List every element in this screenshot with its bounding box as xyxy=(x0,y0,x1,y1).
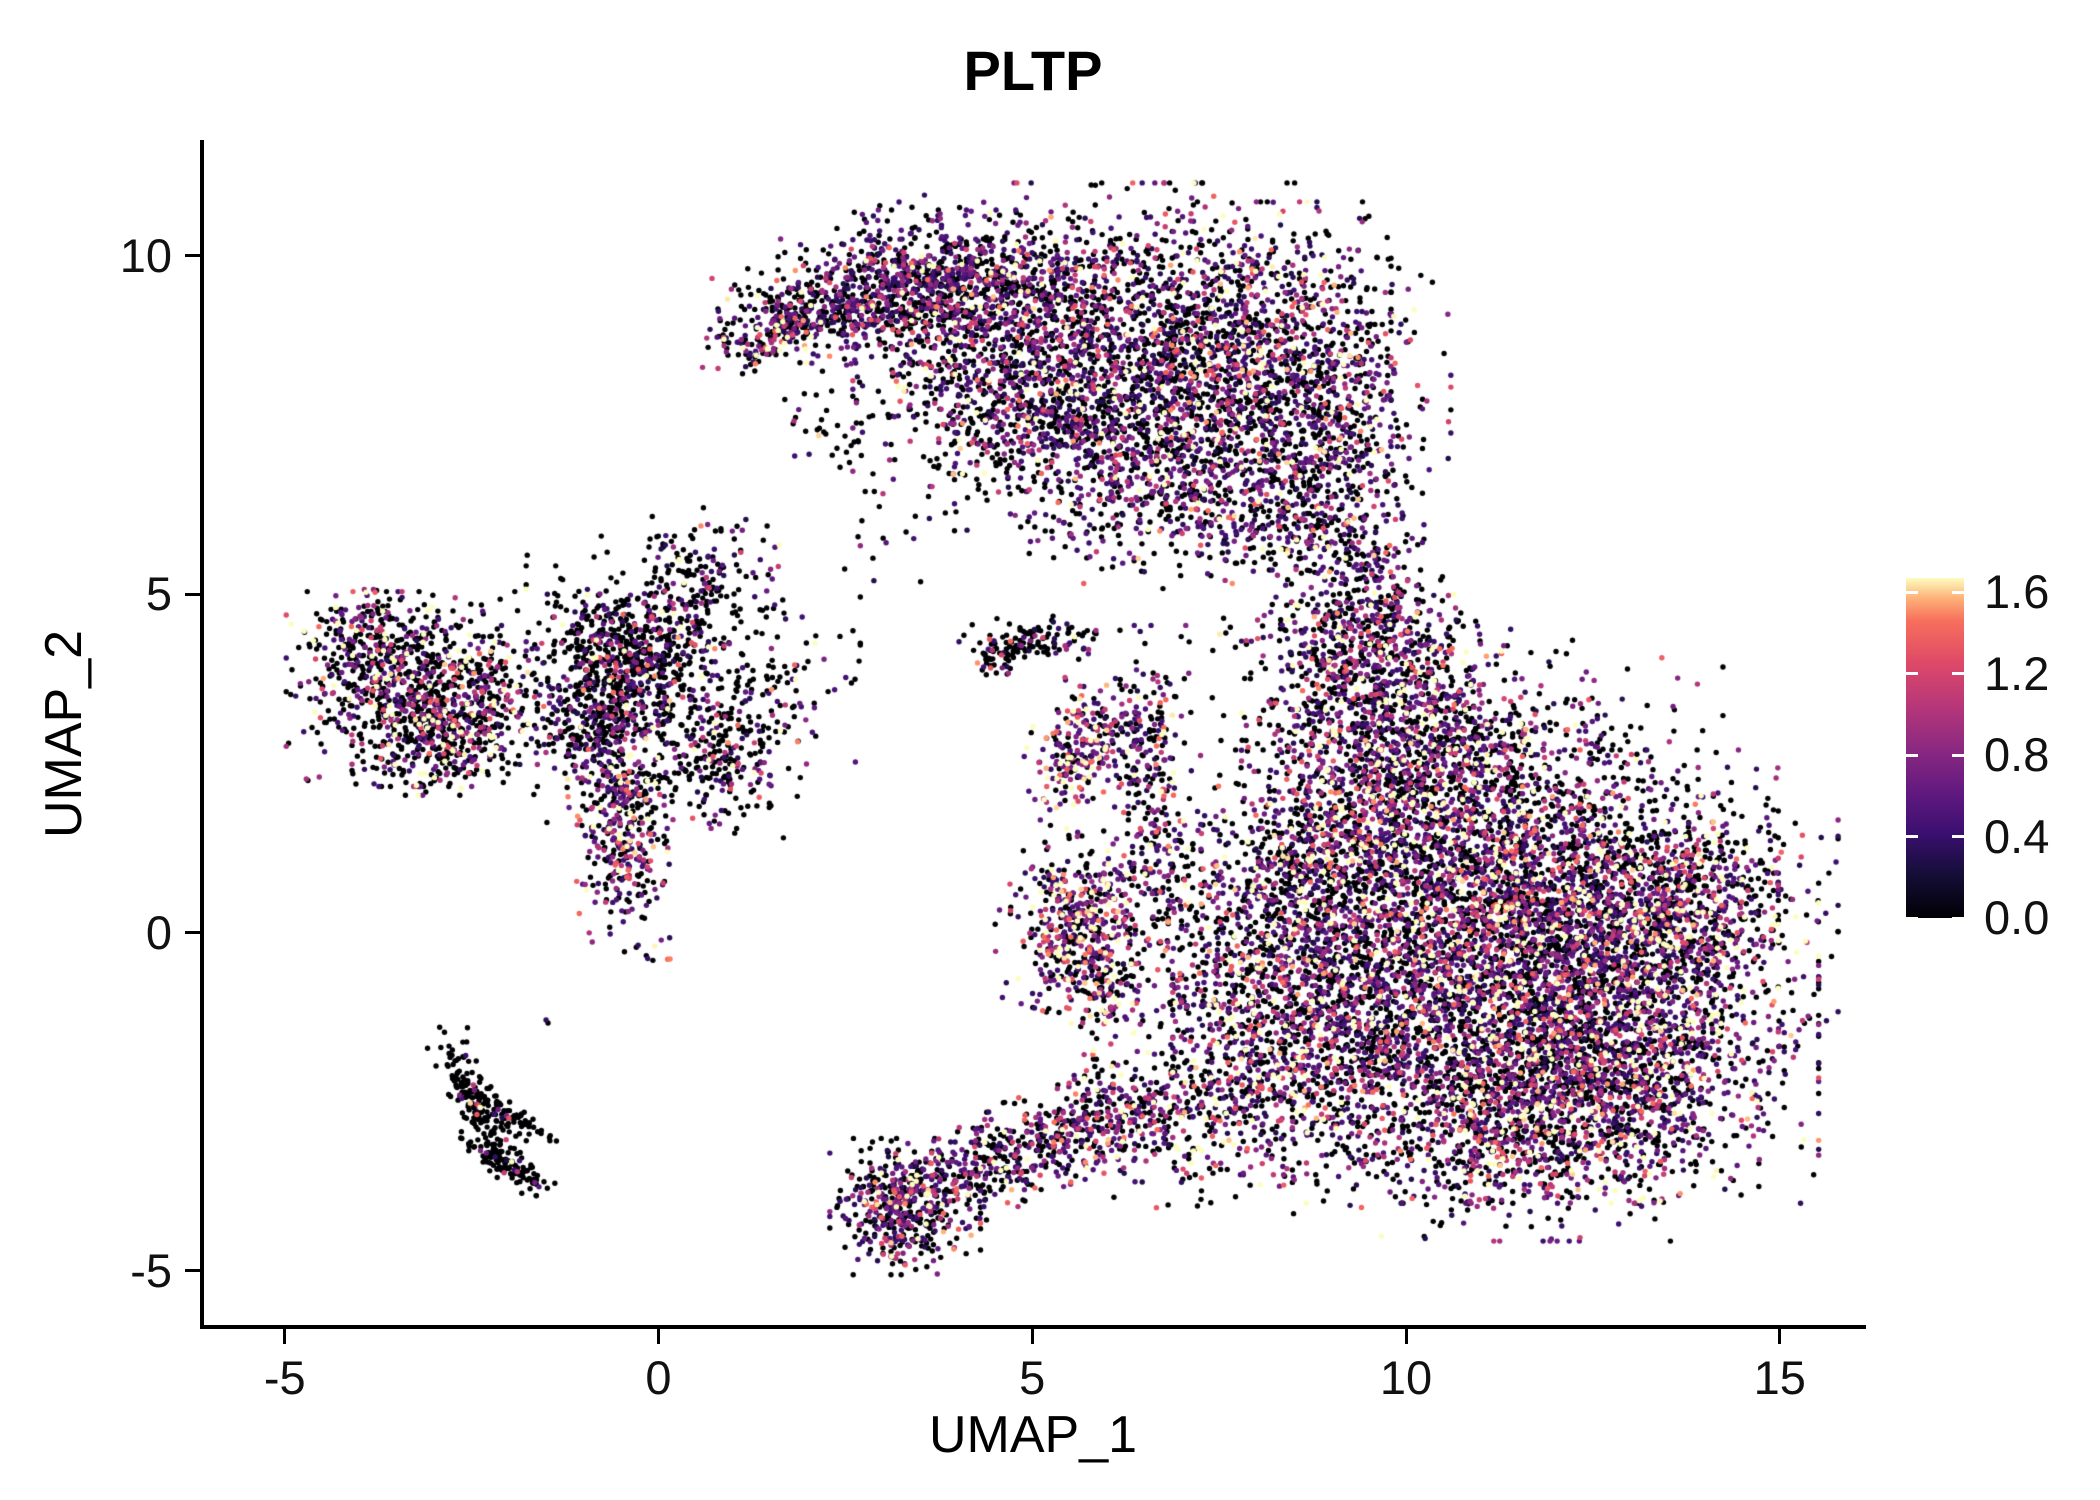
colorbar-tick-mark xyxy=(1952,590,1964,594)
x-tick-mark xyxy=(1030,1329,1034,1344)
x-tick-mark xyxy=(1404,1329,1408,1344)
x-tick-label: 5 xyxy=(1019,1351,1046,1404)
colorbar-tick-label: 0.0 xyxy=(1984,891,2050,944)
colorbar-tick-label: 0.8 xyxy=(1984,728,2050,781)
colorbar-tick-mark xyxy=(1906,916,1918,920)
x-tick-label: 15 xyxy=(1753,1351,1806,1404)
x-axis-line xyxy=(200,1325,1866,1329)
colorbar-tick-mark xyxy=(1952,916,1964,920)
y-tick-label: 10 xyxy=(119,228,172,282)
x-tick-label: -5 xyxy=(263,1351,306,1404)
y-tick-label: 0 xyxy=(145,905,172,959)
y-tick-mark xyxy=(185,1269,200,1273)
colorbar-tick-mark xyxy=(1952,753,1964,757)
y-axis-label: UMAP_2 xyxy=(35,629,93,839)
x-tick-mark xyxy=(1778,1329,1782,1344)
y-tick-mark xyxy=(185,592,200,596)
scatter-canvas xyxy=(204,143,1862,1325)
colorbar-tick-mark xyxy=(1906,672,1918,675)
y-tick-mark xyxy=(185,254,200,258)
colorbar-gradient xyxy=(1906,578,1964,918)
colorbar-tick-mark xyxy=(1906,835,1918,838)
x-axis-label: UMAP_1 xyxy=(928,1406,1138,1464)
x-tick-mark xyxy=(656,1329,660,1344)
colorbar-tick-label: 0.4 xyxy=(1984,809,2050,863)
y-axis-line xyxy=(200,140,204,1329)
x-tick-label: 10 xyxy=(1379,1351,1433,1404)
y-tick-label: 5 xyxy=(145,567,172,621)
colorbar-tick-label: 1.6 xyxy=(1984,565,2050,618)
x-tick-mark xyxy=(283,1329,287,1344)
colorbar-tick-mark xyxy=(1906,753,1918,757)
colorbar-tick-mark xyxy=(1906,590,1918,594)
x-tick-label: 0 xyxy=(645,1351,672,1404)
y-tick-mark xyxy=(185,931,200,935)
colorbar-tick-mark xyxy=(1952,672,1964,675)
colorbar-tick-label: 1.2 xyxy=(1984,646,2050,700)
y-tick-label: -5 xyxy=(130,1243,172,1297)
colorbar-tick-mark xyxy=(1952,835,1964,838)
chart-title: PLTP xyxy=(963,39,1103,102)
